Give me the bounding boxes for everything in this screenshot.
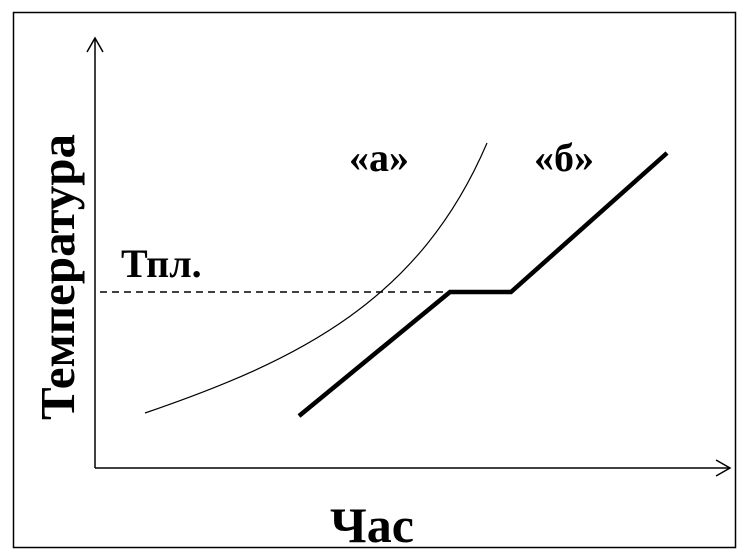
x-axis-label: Час: [330, 497, 414, 549]
curve-a: [144, 142, 488, 414]
curve-a-label: «а»: [349, 135, 409, 180]
x-axis-arrow-icon: [715, 459, 732, 477]
melting-temperature-label: Тпл.: [121, 241, 202, 286]
border-frame: [12, 11, 737, 549]
y-axis-label: Температура: [30, 134, 85, 420]
y-axis-arrow-icon: [86, 36, 104, 53]
curve-b-label: «б»: [534, 135, 594, 180]
curve-b: [297, 151, 669, 418]
